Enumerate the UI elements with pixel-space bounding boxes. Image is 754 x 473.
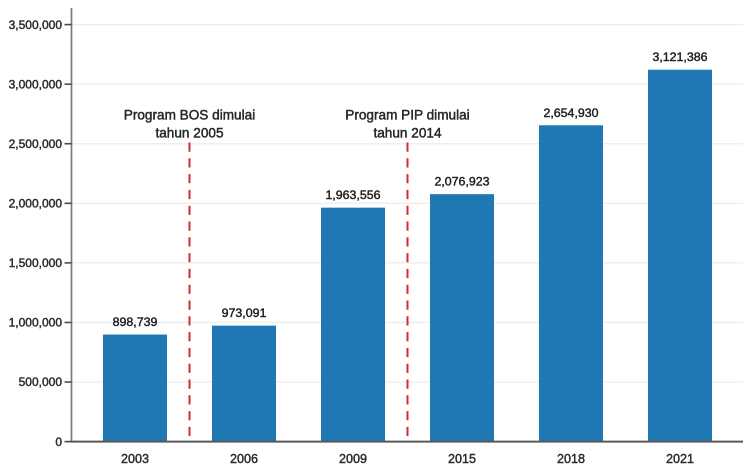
y-tick-label: 2,500,000 — [9, 137, 63, 151]
value-label: 2,076,923 — [434, 175, 489, 189]
y-tick-label: 0 — [55, 435, 62, 449]
bar-2003 — [103, 334, 167, 442]
value-label: 973,091 — [222, 306, 267, 320]
value-label: 2,654,930 — [543, 106, 598, 120]
bar-2021 — [648, 69, 712, 442]
x-tick-label: 2018 — [557, 452, 585, 466]
x-tick-label: 2021 — [666, 452, 694, 466]
value-label: 3,121,386 — [652, 50, 707, 64]
bar-2009 — [321, 207, 385, 442]
x-tick-label: 2015 — [448, 452, 476, 466]
value-label: 1,963,556 — [325, 188, 380, 202]
annotation-text: Program BOS dimulai — [124, 108, 255, 123]
y-tick-label: 1,000,000 — [9, 316, 63, 330]
y-tick-label: 3,500,000 — [9, 18, 63, 32]
value-label: 898,739 — [113, 315, 158, 329]
annotation-text: tahun 2014 — [373, 126, 441, 141]
annotation-text: Program PIP dimulai — [345, 108, 469, 123]
y-tick-label: 3,000,000 — [9, 77, 63, 91]
bar-2018 — [539, 125, 603, 442]
annotation-text: tahun 2005 — [155, 126, 223, 141]
x-tick-label: 2003 — [121, 452, 149, 466]
x-tick-label: 2006 — [230, 452, 258, 466]
bar-2006 — [212, 325, 276, 442]
x-tick-label: 2009 — [339, 452, 367, 466]
y-tick-label: 1,500,000 — [9, 256, 63, 270]
y-tick-label: 2,000,000 — [9, 197, 63, 211]
bar-2015 — [430, 194, 494, 442]
y-tick-label: 500,000 — [19, 375, 63, 389]
